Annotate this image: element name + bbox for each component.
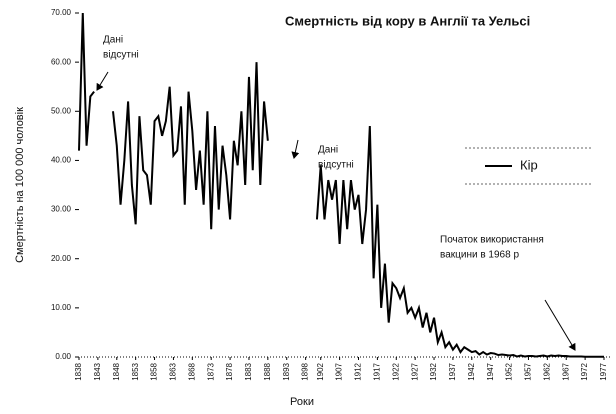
annotation: Дані — [318, 145, 338, 156]
x-tick-label: 1848 — [112, 362, 121, 380]
x-tick-label: 1898 — [301, 362, 310, 380]
x-tick-label: 1878 — [225, 362, 234, 380]
annotation: Початок використання — [440, 235, 544, 246]
annotation-arrow — [291, 139, 300, 159]
annotation: вакцини в 1968 р — [440, 250, 519, 261]
annotation-arrow — [544, 299, 576, 351]
x-tick-label: 1863 — [169, 362, 178, 380]
line-series — [111, 62, 269, 230]
x-tick-label: 1942 — [467, 362, 476, 380]
annotation: Дані — [103, 35, 123, 46]
x-tick-label: 1932 — [429, 362, 438, 380]
y-tick-label: 70.00 — [51, 8, 72, 17]
x-tick-label: 1883 — [244, 362, 253, 380]
x-tick-label: 1902 — [316, 362, 325, 380]
x-tick-label: 1838 — [74, 362, 83, 380]
x-tick-label: 1957 — [524, 362, 533, 380]
x-tick-label: 1868 — [187, 362, 196, 380]
x-tick-label: 1947 — [486, 362, 495, 380]
x-tick-label: 1893 — [282, 362, 291, 380]
x-tick-label: 1977 — [599, 362, 608, 380]
line-series — [315, 125, 604, 358]
line-series — [78, 12, 95, 151]
annotation-arrow — [96, 71, 109, 91]
x-tick-label: 1937 — [448, 362, 457, 380]
x-tick-label: 1888 — [263, 362, 272, 380]
x-tick-label: 1962 — [542, 362, 551, 380]
x-tick-label: 1858 — [150, 362, 159, 380]
y-tick-label: 60.00 — [51, 57, 72, 66]
x-tick-label: 1873 — [206, 362, 215, 380]
y-tick-label: 50.00 — [51, 106, 72, 115]
annotation: відсутні — [103, 50, 139, 61]
x-tick-label: 1912 — [354, 362, 363, 380]
x-tick-label: 1927 — [410, 362, 419, 380]
x-tick-label: 1922 — [391, 362, 400, 380]
y-tick-label: 20.00 — [51, 254, 72, 263]
x-tick-label: 1907 — [335, 362, 344, 380]
y-tick-label: 10.00 — [51, 303, 72, 312]
x-tick-label: 1853 — [131, 362, 140, 380]
y-axis-label: Смертність на 100 000 чоловік — [14, 107, 26, 263]
chart-title: Смертність від кору в Англії та Уельсі — [285, 13, 530, 28]
y-tick-label: 40.00 — [51, 156, 72, 165]
legend-label: Кір — [520, 157, 538, 172]
x-tick-label: 1967 — [561, 362, 570, 380]
x-tick-label: 1952 — [505, 362, 514, 380]
annotation: відсутні — [318, 160, 354, 171]
y-tick-label: 0.00 — [55, 352, 71, 361]
x-tick-label: 1972 — [580, 362, 589, 380]
x-tick-label: 1843 — [93, 362, 102, 380]
x-axis-label: Роки — [290, 396, 314, 408]
y-tick-label: 30.00 — [51, 205, 72, 214]
x-tick-label: 1917 — [372, 362, 381, 380]
